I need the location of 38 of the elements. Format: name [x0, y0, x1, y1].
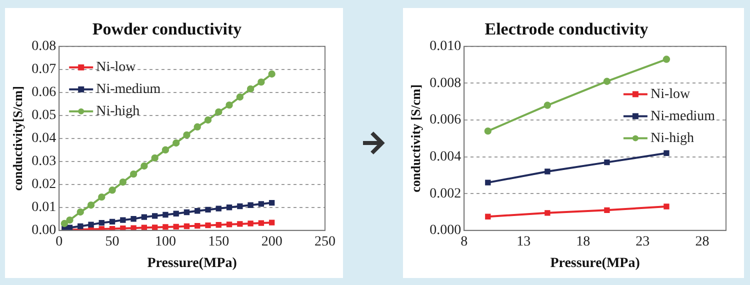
y-axis-title: conductivity[S/cm] [10, 86, 26, 190]
y-tick-label: 0.01 [32, 200, 56, 215]
y-tick-label: 0.08 [32, 38, 56, 54]
x-tick-label: 23 [636, 234, 650, 249]
chart-title: Powder conductivity [92, 19, 242, 38]
legend-label: Ni-high [650, 130, 694, 146]
x-tick-label: 150 [208, 234, 230, 249]
legend-label: Ni-medium [650, 108, 716, 124]
x-tick-label: 250 [314, 234, 336, 249]
y-tick-label: 0.02 [32, 176, 56, 192]
y-tick-label: 0.00 [32, 222, 56, 238]
x-tick-label: 100 [154, 234, 176, 249]
x-tick-label: 50 [105, 234, 120, 249]
x-tick-label: 13 [516, 234, 531, 249]
y-tick-label: 0.010 [430, 38, 462, 54]
y-tick-label: 0.002 [430, 186, 462, 201]
y-tick-label: 0.03 [32, 154, 56, 169]
x-axis-title: Pressure(MPa) [147, 256, 238, 271]
y-tick-label: 0.004 [430, 148, 462, 164]
y-tick-label: 0.006 [430, 112, 462, 128]
y-tick-label: 0.05 [32, 108, 56, 123]
legend-label: Ni-low [96, 60, 137, 75]
y-tick-label: 0.07 [32, 62, 56, 77]
y-tick-label: 0.04 [32, 130, 56, 146]
x-tick-label: 18 [576, 234, 590, 249]
legend-label: Ni-high [96, 104, 140, 119]
y-tick-label: 0.000 [430, 222, 462, 238]
x-axis-title: Pressure(MPa) [550, 256, 640, 271]
y-tick-label: 0.008 [430, 75, 462, 90]
chart-title: Electrode conductivity [484, 19, 649, 38]
legend-label: Ni-medium [96, 82, 161, 97]
x-tick-label: 0 [56, 234, 63, 249]
y-tick-label: 0.06 [32, 84, 56, 100]
y-axis-title: conductivity [S/cm] [408, 84, 424, 192]
x-tick-label: 200 [261, 234, 282, 249]
x-tick-label: 8 [460, 234, 468, 249]
x-tick-label: 28 [695, 234, 710, 249]
legend-label: Ni-low [650, 86, 692, 102]
